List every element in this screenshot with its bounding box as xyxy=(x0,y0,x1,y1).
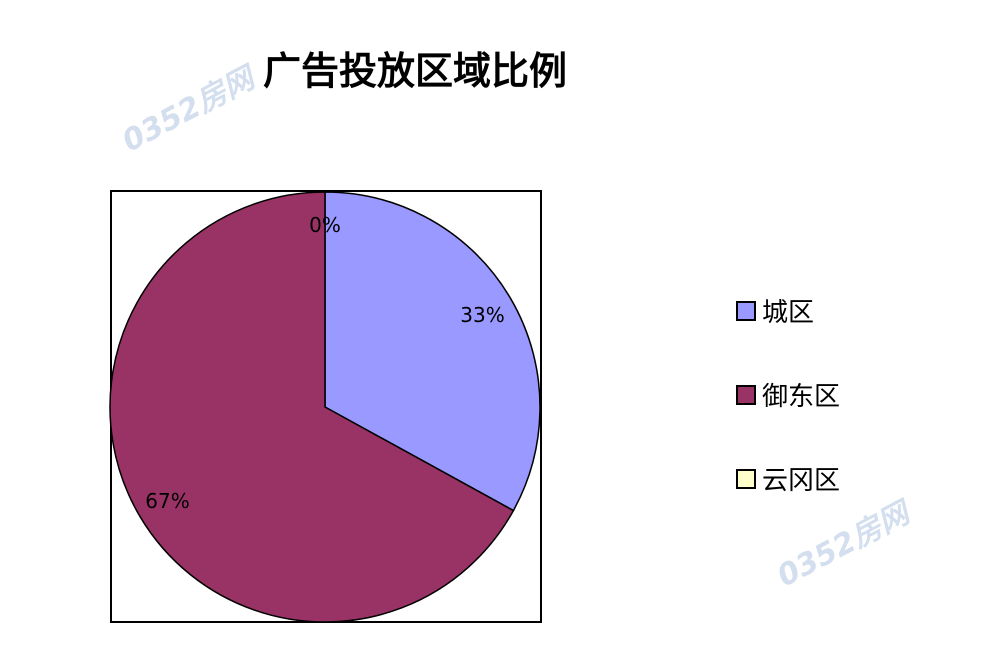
data-label-0: 33% xyxy=(460,303,504,327)
legend-item-chengqu: 城区 xyxy=(736,292,814,329)
legend-item-yungangqu: 云冈区 xyxy=(736,460,840,497)
data-label-2: 0% xyxy=(309,213,341,237)
pie-slice-0 xyxy=(324,191,541,512)
legend-label: 云冈区 xyxy=(762,466,841,496)
data-label-1: 67% xyxy=(145,489,189,513)
legend-item-yudongqu: 御东区 xyxy=(736,376,840,413)
legend-swatch xyxy=(736,468,756,489)
legend-label: 御东区 xyxy=(762,382,841,412)
chart-title: 广告投放区域比例 xyxy=(262,48,567,93)
legend-swatch xyxy=(736,300,756,321)
legend-swatch xyxy=(736,384,756,405)
pie-slice-1 xyxy=(109,191,515,623)
legend-label: 城区 xyxy=(762,298,815,328)
